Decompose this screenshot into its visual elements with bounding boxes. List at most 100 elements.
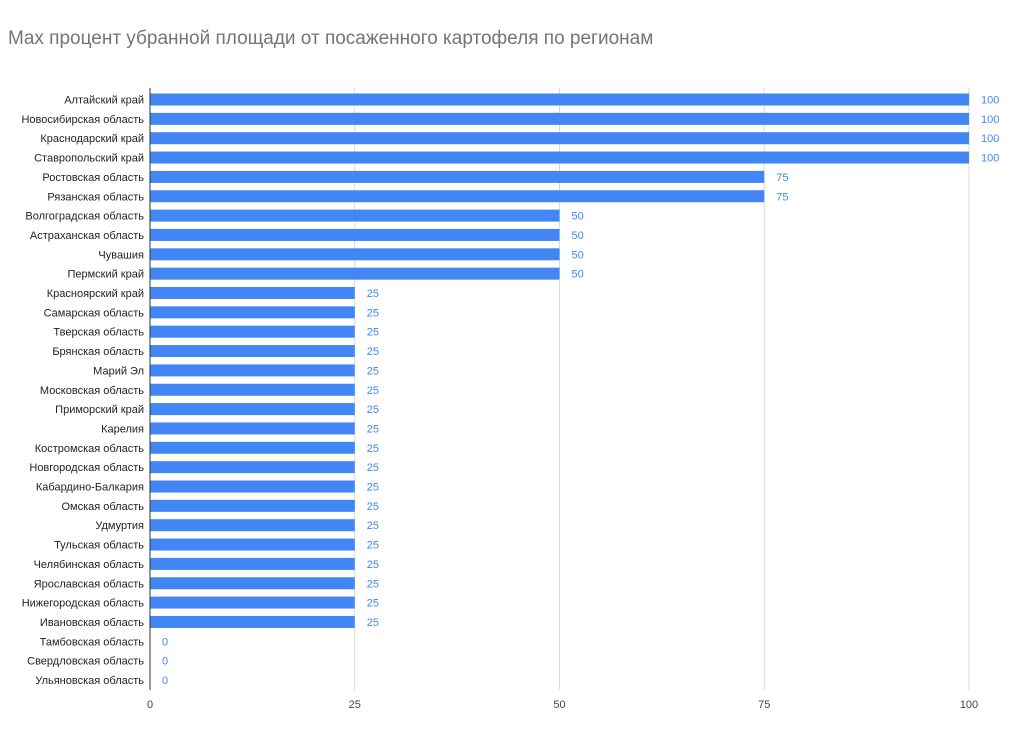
- bar: [150, 461, 355, 474]
- bar: [150, 93, 969, 106]
- category-label: Ивановская область: [40, 617, 144, 629]
- x-tick-label: 0: [147, 699, 153, 711]
- bar: [150, 519, 355, 532]
- bar: [150, 209, 560, 222]
- bar: [150, 151, 969, 164]
- bar-value-label: 25: [367, 617, 379, 629]
- bar: [150, 132, 969, 145]
- bar-value-label: 0: [162, 636, 168, 648]
- bar: [150, 287, 355, 299]
- bar-value-label: 25: [367, 482, 379, 494]
- category-label: Ульяновская область: [35, 675, 144, 687]
- category-label: Тверская область: [53, 327, 144, 339]
- bar: [150, 480, 355, 493]
- category-label: Рязанская область: [47, 191, 144, 203]
- category-labels: Алтайский край Новосибирская область Красн…: [21, 95, 144, 688]
- bar-value-label: 25: [367, 307, 379, 319]
- category-label: Удмуртия: [95, 520, 144, 532]
- bar: [150, 112, 969, 125]
- x-tick-label: 25: [349, 699, 361, 711]
- bar: [150, 228, 560, 241]
- bar-value-label: 25: [367, 404, 379, 416]
- category-label: Ярославская область: [34, 578, 145, 590]
- bar: [150, 306, 355, 319]
- category-label: Волгоградская область: [25, 211, 144, 223]
- bar-value-label: 25: [367, 385, 379, 397]
- category-label: Красноярский край: [47, 288, 144, 300]
- bar-value-label: 50: [572, 230, 584, 242]
- bar-value-label: 100: [981, 95, 999, 107]
- category-label: Алтайский край: [64, 95, 144, 107]
- bar-value-label: 25: [367, 598, 379, 610]
- bar: [150, 577, 355, 590]
- category-label: Новосибирская область: [21, 114, 144, 126]
- x-tick-labels: 0 25 50 75 100: [147, 699, 978, 711]
- bar-value-label: 0: [162, 675, 168, 687]
- bar-value-label: 25: [367, 327, 379, 339]
- bar: [150, 615, 355, 628]
- bar: [150, 499, 355, 512]
- category-label: Приморский край: [55, 404, 144, 416]
- bars: [150, 93, 969, 628]
- category-label: Костромская область: [35, 443, 145, 455]
- category-label: Тамбовская область: [40, 636, 145, 648]
- bar-value-label: 25: [367, 443, 379, 455]
- bar: [150, 422, 355, 435]
- category-label: Новгородская область: [29, 462, 144, 474]
- category-label: Нижегородская область: [22, 598, 145, 610]
- category-label: Тульская область: [54, 540, 144, 552]
- bar-value-label: 25: [367, 559, 379, 571]
- category-label: Самарская область: [44, 307, 145, 319]
- category-label: Марий Эл: [93, 365, 144, 377]
- bar-value-label: 25: [367, 288, 379, 300]
- bar-value-label: 25: [367, 578, 379, 590]
- bar: [150, 403, 355, 416]
- bar: [150, 267, 560, 280]
- category-label: Кабардино-Балкария: [36, 482, 144, 494]
- bar-value-label: 25: [367, 462, 379, 474]
- bar-value-label: 50: [572, 211, 584, 223]
- bar-value-label: 25: [367, 346, 379, 358]
- bar-value-label: 25: [367, 520, 379, 532]
- bar-value-label: 50: [572, 249, 584, 261]
- category-label: Свердловская область: [27, 656, 144, 668]
- bar-value-label: 25: [367, 365, 379, 377]
- category-label: Московская область: [40, 385, 144, 397]
- bar: [150, 325, 355, 338]
- bar-value-label: 75: [776, 191, 788, 203]
- bar: [150, 170, 765, 183]
- bar-value-label: 75: [776, 172, 788, 184]
- category-label: Пермский край: [67, 269, 144, 281]
- category-label: Чувашия: [98, 249, 144, 261]
- category-label: Челябинская область: [34, 559, 145, 571]
- bar: [150, 383, 355, 396]
- bar-value-label: 25: [367, 423, 379, 435]
- category-label: Ставропольский край: [34, 153, 144, 165]
- category-label: Карелия: [101, 423, 144, 435]
- bar: [150, 557, 355, 570]
- bar: [150, 364, 355, 377]
- bar-value-label: 0: [162, 656, 168, 668]
- x-tick-label: 50: [553, 699, 565, 711]
- bar: [150, 441, 355, 454]
- chart-title: Max процент убранной площади от посаженн…: [8, 28, 654, 49]
- bar-value-label: 50: [572, 269, 584, 281]
- bar: [150, 190, 765, 203]
- bar: [150, 345, 355, 358]
- bar-value-label: 100: [981, 153, 999, 165]
- category-label: Ростовская область: [42, 172, 144, 184]
- category-label: Астраханская область: [30, 230, 144, 242]
- category-label: Омская область: [61, 501, 144, 513]
- bar-value-label: 25: [367, 501, 379, 513]
- value-labels: 100 100 100 100 75 75 50 50 50 50 25 25 25 25 25 25 25 25…: [162, 95, 999, 688]
- bar-value-label: 100: [981, 133, 999, 145]
- category-label: Краснодарский край: [40, 133, 144, 145]
- x-tick-label: 75: [758, 699, 770, 711]
- category-label: Брянская область: [52, 346, 144, 358]
- bar-value-label: 25: [367, 540, 379, 552]
- bar: [150, 248, 560, 261]
- x-tick-label: 100: [960, 699, 978, 711]
- bar: [150, 596, 355, 609]
- bar-value-label: 100: [981, 114, 999, 126]
